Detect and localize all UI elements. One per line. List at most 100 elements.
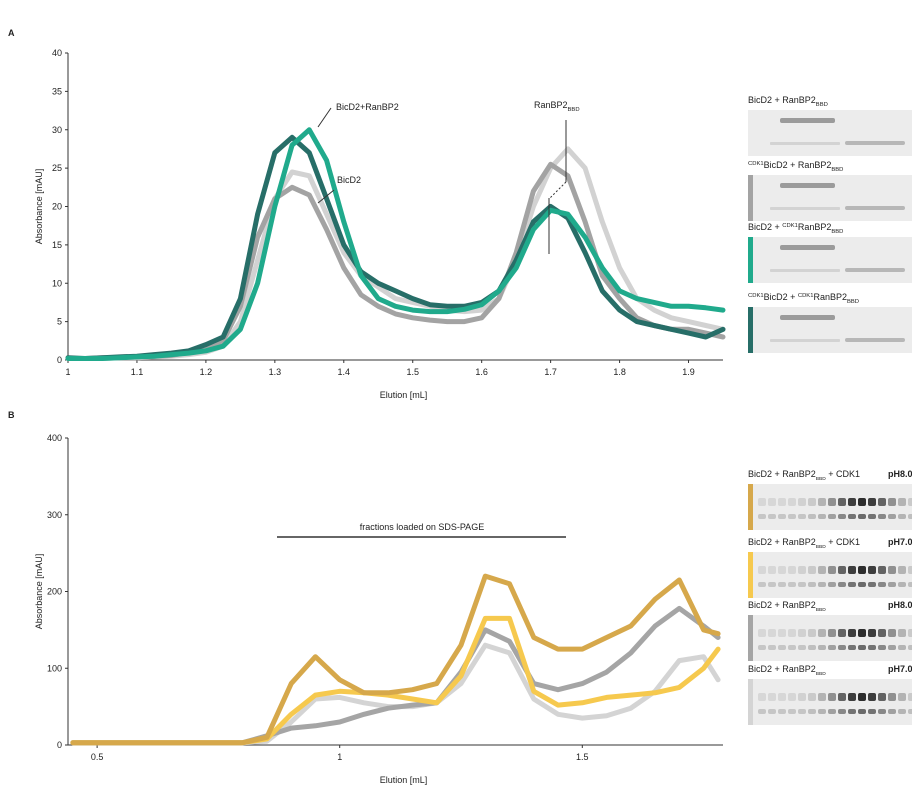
gel-band: [868, 498, 876, 506]
gel-ph: pH7.0: [888, 537, 912, 547]
gel-band: [778, 582, 786, 587]
text-segment: BBD: [816, 544, 826, 550]
gel-band: [878, 709, 886, 714]
gel-band: [878, 629, 886, 637]
gel-color-bar: [748, 237, 753, 283]
gel-band: [838, 582, 846, 587]
gel-band: [858, 582, 866, 587]
x-tick-label: 1.1: [131, 367, 144, 377]
gel-band: [898, 582, 906, 587]
y-tick-label: 35: [52, 86, 62, 96]
gel-band: [828, 629, 836, 637]
figure: A051015202530354011.11.21.31.41.51.61.71…: [0, 0, 912, 785]
y-tick-label: 0: [57, 740, 62, 750]
gel-band: [778, 709, 786, 714]
gel-band: [808, 693, 816, 701]
gel-band: [778, 514, 786, 519]
y-tick-label: 10: [52, 278, 62, 288]
gel-band: [808, 629, 816, 637]
gel-band: [808, 514, 816, 519]
gel-band: [818, 566, 826, 574]
gel-band: [828, 709, 836, 714]
gel-band: [858, 566, 866, 574]
gel-band: [888, 693, 896, 701]
gel-band: [768, 498, 776, 506]
gel-band: [828, 582, 836, 587]
gel-ph: pH8.0: [888, 469, 912, 479]
gel-band: [858, 693, 866, 701]
gel-band: [858, 645, 866, 650]
annotation: fractions loaded on SDS-PAGE: [360, 522, 484, 532]
x-tick-label: 1.8: [613, 367, 626, 377]
gel-band: [780, 315, 835, 320]
gel-band: [858, 709, 866, 714]
y-tick-label: 15: [52, 240, 62, 250]
gel-band: [888, 709, 896, 714]
y-tick-label: 300: [47, 510, 62, 520]
gel-band: [770, 142, 840, 145]
x-axis-label: Elution [mL]: [380, 775, 428, 785]
gel-band: [770, 269, 840, 272]
gel-band: [868, 645, 876, 650]
x-tick-label: 0.5: [91, 752, 104, 762]
gel-band: [878, 514, 886, 519]
gel-band: [798, 693, 806, 701]
y-tick-label: 200: [47, 587, 62, 597]
gel: [748, 237, 912, 283]
gel-band: [788, 645, 796, 650]
gel-band: [758, 709, 766, 714]
gel-band: [838, 498, 846, 506]
gel-band: [798, 582, 806, 587]
gel-band: [768, 582, 776, 587]
x-axis-label: Elution [mL]: [380, 390, 428, 400]
gel-band: [770, 339, 840, 342]
gel-band: [808, 566, 816, 574]
text-segment: CDK1: [798, 293, 814, 299]
y-tick-label: 25: [52, 163, 62, 173]
text-segment: BBD: [816, 102, 828, 108]
gel-band: [808, 498, 816, 506]
gel-band: [898, 514, 906, 519]
gel-band: [848, 498, 856, 506]
y-tick-label: 0: [57, 355, 62, 365]
gel-band: [908, 645, 912, 650]
text-segment: BicD2 + RanBP2: [748, 600, 816, 610]
text-segment: CDK1: [748, 161, 764, 167]
text-segment: BBD: [816, 476, 826, 482]
series-line: [68, 137, 723, 358]
gel-band: [898, 645, 906, 650]
gel-band: [845, 141, 905, 145]
gel-band: [818, 693, 826, 701]
gel-band: [770, 207, 840, 210]
annotation: BicD2+RanBP2: [336, 102, 399, 112]
gel-band: [848, 693, 856, 701]
gel-band: [868, 566, 876, 574]
leader: [318, 108, 331, 127]
y-tick-label: 20: [52, 202, 62, 212]
text-segment: BicD2 + RanBP2: [748, 95, 816, 105]
text-segment: BicD2 + RanBP2: [764, 160, 832, 170]
text-segment: BBD: [831, 229, 843, 235]
gel-band: [908, 709, 912, 714]
gel-band: [878, 566, 886, 574]
gel-band: [758, 514, 766, 519]
gel-band: [818, 645, 826, 650]
text-segment: fractions loaded on SDS-PAGE: [360, 522, 484, 532]
gel-band: [888, 645, 896, 650]
gel-band: [798, 498, 806, 506]
gel-band: [878, 582, 886, 587]
text-segment: BicD2 + RanBP2: [748, 537, 816, 547]
text-segment: BBD: [816, 671, 826, 677]
gel-label: BicD2 + RanBP2BBD + CDK1: [748, 537, 860, 550]
gel-band: [838, 514, 846, 519]
gel-band: [828, 693, 836, 701]
gel-color-bar: [748, 679, 753, 725]
gel-band: [798, 514, 806, 519]
gel-band: [908, 498, 912, 506]
series-line: [68, 130, 723, 359]
x-tick-label: 1.5: [406, 367, 419, 377]
text-segment: BBD: [568, 107, 580, 113]
gel-band: [758, 582, 766, 587]
gel-ph: pH7.0: [888, 664, 912, 674]
panel-letter: A: [8, 28, 15, 38]
